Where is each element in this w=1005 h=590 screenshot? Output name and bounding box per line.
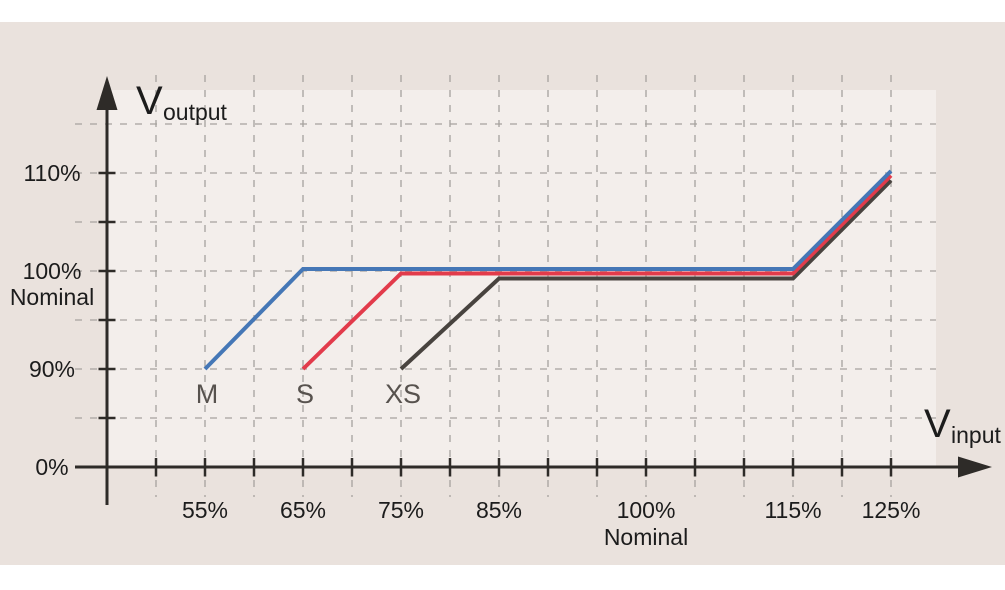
x-tick-label-65: 65% [280,497,326,523]
x-tick-label-55: 55% [182,497,228,523]
data-series: M S XS [196,169,893,409]
x-tick-label-100: 100% [617,497,676,523]
y-tick-label-100: 100% [23,258,82,284]
series-label-M: M [196,379,219,409]
gridlines [75,75,936,497]
y-tick-sublabel-100: Nominal [10,284,94,310]
x-tick-label-115: 115% [764,497,821,523]
series-line-M [203,169,893,371]
x-tick-label-75: 75% [378,497,424,523]
x-axis-title: V [924,402,951,446]
x-axis-title-subscript: input [951,422,1001,448]
x-tick-label-125: 125% [862,497,921,523]
series-label-S: S [296,379,314,409]
x-tick-label-85: 85% [476,497,522,523]
y-tick-label-0: 0% [35,454,68,480]
y-tick-label-110: 110% [23,160,80,186]
y-axis-title-subscript: output [163,99,228,125]
series-label-XS: XS [385,379,421,409]
y-tick-label-90: 90% [29,356,75,382]
y-axis-arrow-icon [96,76,118,110]
series-line-XS [399,179,893,371]
x-axis-arrow-icon [958,456,992,478]
y-axis-title: V [136,79,163,123]
series-line-S [301,174,893,371]
x-tick-sublabel-100: Nominal [604,524,688,550]
